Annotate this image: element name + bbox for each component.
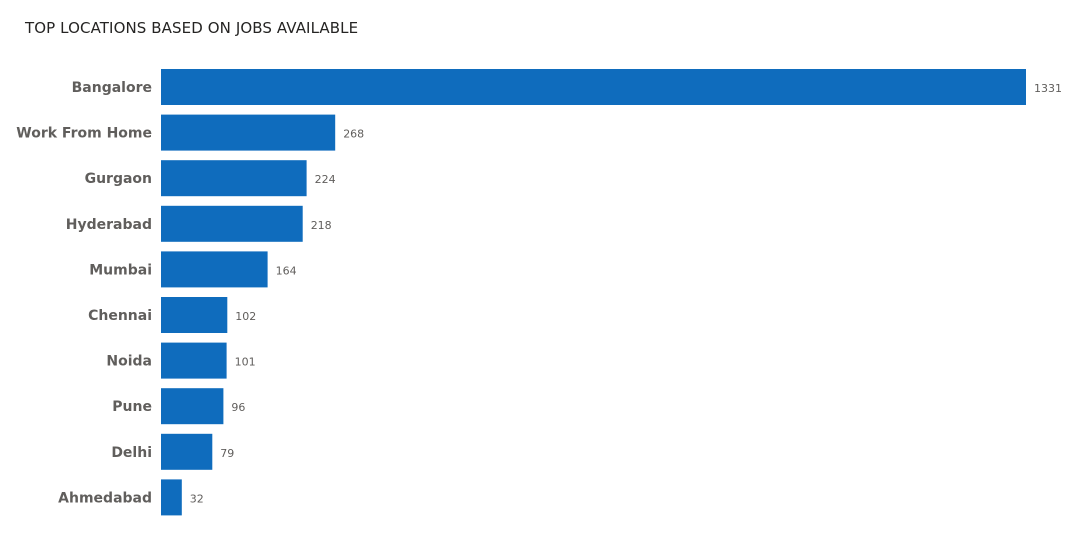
category-label-delhi: Delhi	[111, 445, 152, 461]
value-label-hyderabad: 218	[311, 219, 332, 232]
bar-pune[interactable]	[161, 388, 224, 425]
category-label-noida: Noida	[106, 354, 152, 370]
bar-ahmedabad[interactable]	[161, 479, 182, 516]
bar-delhi[interactable]	[161, 433, 213, 470]
bar-noida[interactable]	[161, 342, 227, 379]
value-label-work-from-home: 268	[343, 128, 364, 141]
value-label-mumbai: 164	[276, 264, 297, 277]
bars-group	[161, 69, 1026, 516]
category-label-chennai: Chennai	[88, 308, 152, 324]
value-label-ahmedabad: 32	[190, 492, 204, 505]
category-label-work-from-home: Work From Home	[16, 126, 152, 142]
category-labels: Bangalore Work From Home Gurgaon Hyderabad M…	[16, 80, 152, 506]
category-label-hyderabad: Hyderabad	[66, 217, 152, 233]
category-label-mumbai: Mumbai	[89, 262, 152, 278]
value-label-delhi: 79	[220, 447, 234, 460]
category-label-ahmedabad: Ahmedabad	[58, 490, 152, 506]
value-label-noida: 101	[235, 356, 256, 369]
bar-mumbai[interactable]	[161, 251, 268, 288]
value-label-bangalore: 1331	[1034, 82, 1062, 95]
bar-hyderabad[interactable]	[161, 205, 303, 242]
bar-chennai[interactable]	[161, 297, 228, 333]
category-label-gurgaon: Gurgaon	[85, 171, 152, 187]
value-label-chennai: 102	[235, 310, 256, 323]
category-label-bangalore: Bangalore	[72, 80, 152, 96]
value-labels: 1331 268 224 218 164 102 101 96 79 32	[190, 82, 1062, 505]
bar-bangalore[interactable]	[161, 69, 1026, 105]
chart-title: TOP LOCATIONS BASED ON JOBS AVAILABLE	[25, 19, 359, 37]
bar-work-from-home[interactable]	[161, 114, 336, 151]
bar-gurgaon[interactable]	[161, 160, 307, 197]
value-label-gurgaon: 224	[315, 173, 336, 186]
value-label-pune: 96	[231, 401, 245, 414]
category-label-pune: Pune	[112, 399, 152, 415]
